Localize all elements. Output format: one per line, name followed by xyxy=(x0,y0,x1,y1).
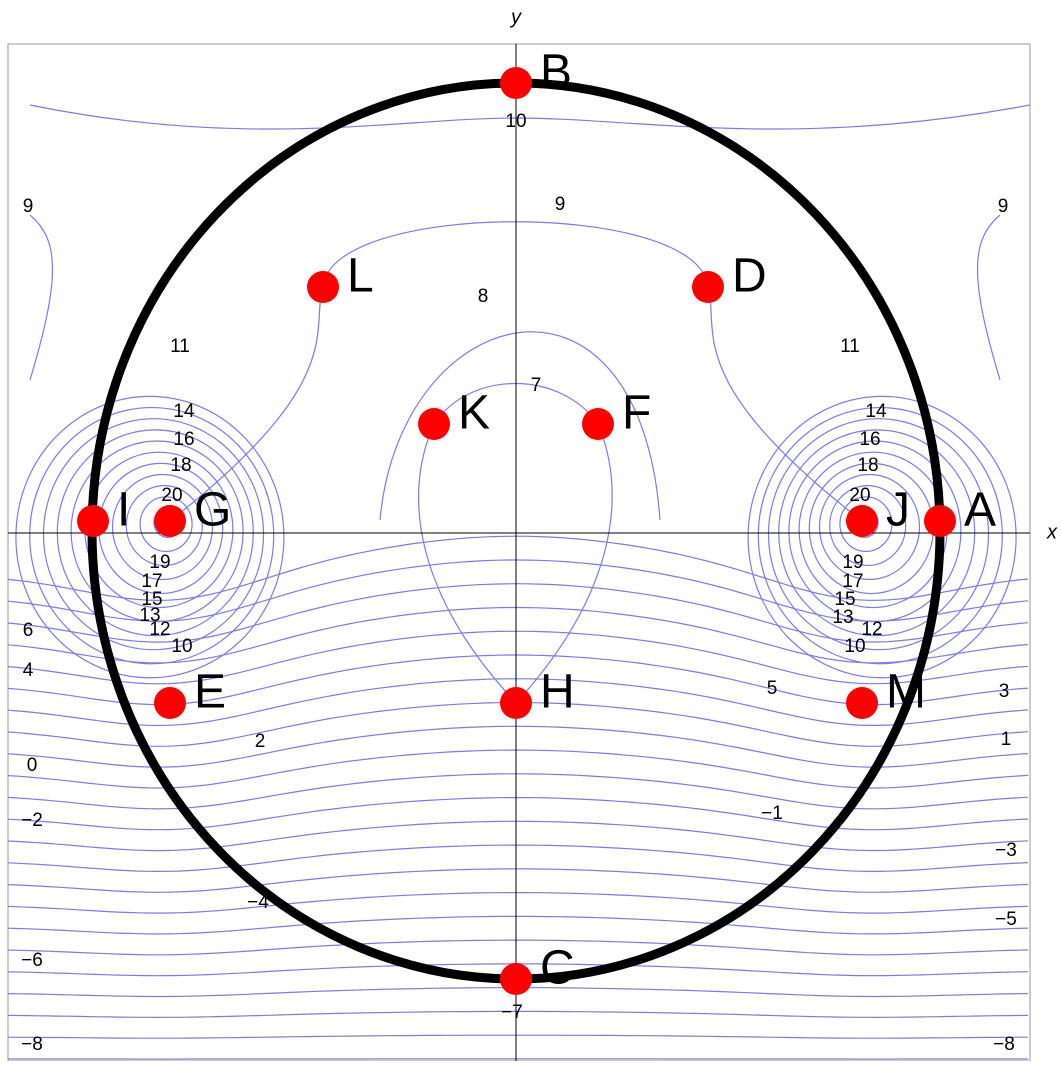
contour-label: −2 xyxy=(21,810,43,831)
contour-label: −4 xyxy=(247,892,269,913)
contour-label: 16 xyxy=(859,429,880,450)
contour-label: 18 xyxy=(170,455,191,476)
contour-label: 3 xyxy=(999,681,1010,702)
point-label: A xyxy=(964,484,996,537)
point xyxy=(500,963,532,995)
point xyxy=(154,687,186,719)
x-axis-label: x xyxy=(1046,521,1058,543)
contour-label: 5 xyxy=(767,678,778,699)
point-label: I xyxy=(117,484,130,537)
point xyxy=(500,687,532,719)
contour-label: 14 xyxy=(865,401,887,422)
contour-label: 11 xyxy=(840,336,860,357)
contour-label: 9 xyxy=(555,194,566,215)
point xyxy=(77,505,109,537)
point xyxy=(692,271,724,303)
contour-label: 8 xyxy=(478,286,489,307)
point xyxy=(307,271,339,303)
contour-label: 6 xyxy=(23,620,34,641)
contour-label: 12 xyxy=(149,619,170,640)
contour-label: 19 xyxy=(149,552,170,573)
point xyxy=(846,505,878,537)
point xyxy=(846,687,878,719)
contour-label: 11 xyxy=(170,336,190,357)
contour-label: 13 xyxy=(832,607,853,628)
point-label: B xyxy=(540,46,572,99)
point xyxy=(418,408,450,440)
point-label: L xyxy=(347,250,374,303)
contour-label: 18 xyxy=(857,455,878,476)
contour-label: −8 xyxy=(993,1034,1015,1055)
contour-label: 10 xyxy=(505,111,526,132)
contour-label: 10 xyxy=(171,636,192,657)
contour-label: 20 xyxy=(161,485,182,506)
point xyxy=(154,505,186,537)
contour-label: −5 xyxy=(995,909,1017,930)
contour-label: 1 xyxy=(1001,729,1012,750)
contour-label: 0 xyxy=(27,755,38,776)
point xyxy=(924,505,956,537)
contour-label: 20 xyxy=(849,485,870,506)
contour-label: 9 xyxy=(23,196,34,217)
point-label: H xyxy=(540,666,575,719)
contour-label: 2 xyxy=(255,731,266,752)
contour-label: 4 xyxy=(23,660,34,681)
contour-label: −1 xyxy=(761,803,783,824)
contour-label: −3 xyxy=(995,840,1017,861)
point-label: J xyxy=(886,484,910,537)
contour-label: −6 xyxy=(21,950,43,971)
contour-label: 14 xyxy=(173,401,195,422)
point-label: K xyxy=(458,387,490,440)
point-label: G xyxy=(194,484,231,537)
contour-label: 9 xyxy=(998,196,1009,217)
point-label: D xyxy=(732,250,767,303)
point xyxy=(500,67,532,99)
contour-label: 16 xyxy=(173,429,194,450)
point xyxy=(582,408,614,440)
y-axis-label: y xyxy=(509,6,522,28)
point-label: C xyxy=(540,942,575,995)
contour-label: 7 xyxy=(531,375,542,396)
contour-label: 10 xyxy=(844,636,865,657)
point-label: M xyxy=(886,666,926,719)
point-label: E xyxy=(194,666,226,719)
contour-label: −7 xyxy=(501,1002,523,1023)
contour-label: −8 xyxy=(21,1034,43,1055)
point-label: F xyxy=(622,387,651,440)
contour-label: 19 xyxy=(842,552,863,573)
